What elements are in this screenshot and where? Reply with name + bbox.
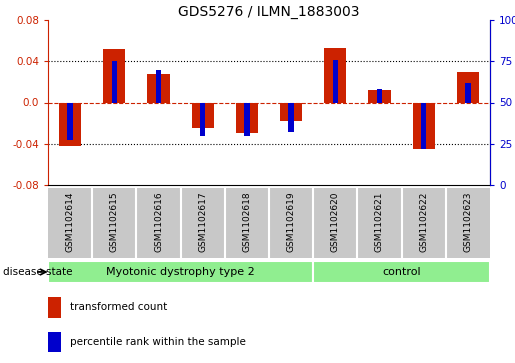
Bar — [48, 261, 313, 283]
Title: GDS5276 / ILMN_1883003: GDS5276 / ILMN_1883003 — [178, 5, 360, 19]
Bar — [112, 61, 117, 102]
Text: GSM1102619: GSM1102619 — [287, 192, 296, 252]
Text: GSM1102621: GSM1102621 — [375, 192, 384, 252]
Bar — [377, 89, 382, 102]
Bar — [192, 102, 214, 128]
Bar — [313, 261, 490, 283]
Bar — [244, 102, 250, 135]
Bar — [324, 48, 347, 102]
Text: percentile rank within the sample: percentile rank within the sample — [70, 337, 246, 347]
Text: GSM1102615: GSM1102615 — [110, 192, 119, 252]
Bar — [67, 102, 73, 140]
Text: control: control — [382, 267, 421, 277]
Text: transformed count: transformed count — [70, 302, 167, 312]
Text: GSM1102616: GSM1102616 — [154, 192, 163, 252]
Text: Myotonic dystrophy type 2: Myotonic dystrophy type 2 — [106, 267, 255, 277]
Bar — [48, 297, 61, 318]
Bar — [280, 102, 302, 121]
Bar — [465, 83, 471, 102]
Bar — [457, 72, 479, 102]
Bar — [48, 332, 61, 352]
Bar — [421, 102, 426, 149]
Bar — [368, 90, 390, 102]
Bar — [147, 74, 169, 102]
Text: GSM1102623: GSM1102623 — [464, 192, 472, 252]
Text: GSM1102617: GSM1102617 — [198, 192, 207, 252]
Bar — [200, 102, 205, 135]
Bar — [236, 102, 258, 134]
Text: GSM1102618: GSM1102618 — [243, 192, 251, 252]
Bar — [103, 49, 125, 102]
Bar — [156, 69, 161, 102]
Text: GSM1102622: GSM1102622 — [419, 192, 428, 252]
Bar — [288, 102, 294, 132]
Bar — [413, 102, 435, 149]
Text: disease state: disease state — [3, 267, 72, 277]
Bar — [59, 102, 81, 146]
Text: GSM1102620: GSM1102620 — [331, 192, 340, 252]
Text: GSM1102614: GSM1102614 — [65, 192, 75, 252]
Bar — [333, 60, 338, 102]
